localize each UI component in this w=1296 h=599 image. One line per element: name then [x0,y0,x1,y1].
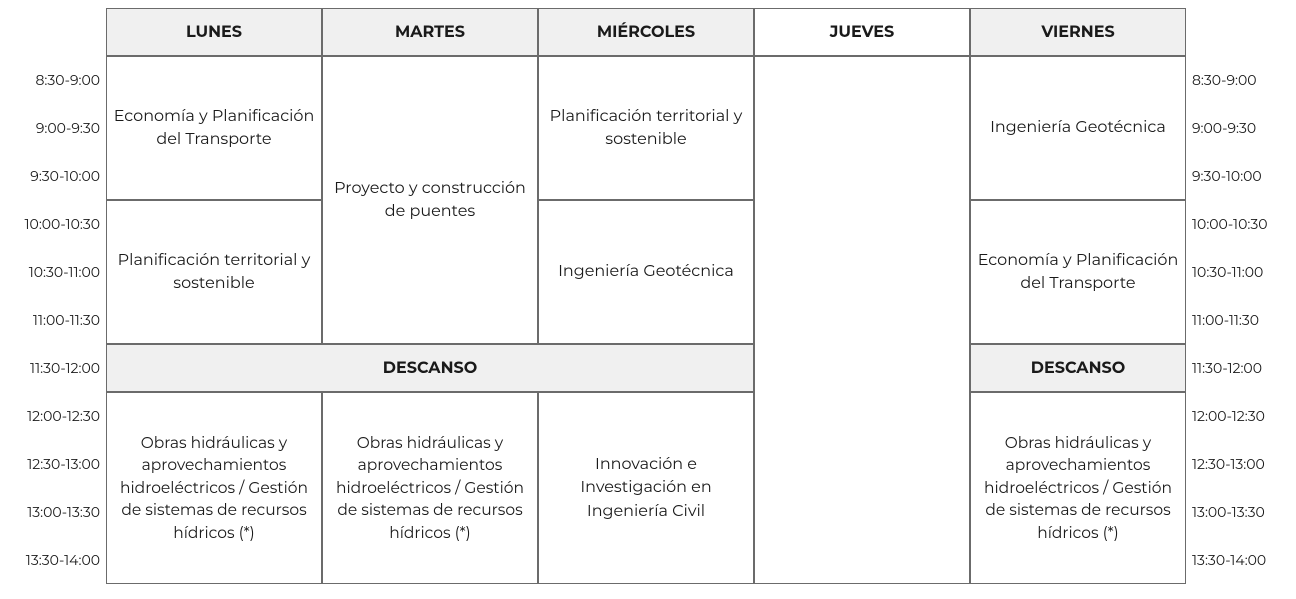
time-left-10: 13:30-14:00 [8,536,106,584]
time-left-6: 11:30-12:00 [8,344,106,392]
block-thu-empty [754,56,970,584]
time-left-3: 10:00-10:30 [8,200,106,248]
block-mon-econ: Economía y Planificación del Transporte [106,56,322,200]
time-right-4: 10:30-11:00 [1186,248,1284,296]
corner-top-left [8,8,106,56]
block-fri-hidro: Obras hidráulicas y aprovechamientos hid… [970,392,1186,584]
block-mon-plan: Planificación territorial y sostenible [106,200,322,344]
time-right-1: 9:00-9:30 [1186,104,1284,152]
timetable: LUNES MARTES MIÉRCOLES JUEVES VIERNES 8:… [8,8,1284,584]
time-left-7: 12:00-12:30 [8,392,106,440]
day-header-fri: VIERNES [970,8,1186,56]
time-right-9: 13:00-13:30 [1186,488,1284,536]
time-right-2: 9:30-10:00 [1186,152,1284,200]
time-right-8: 12:30-13:00 [1186,440,1284,488]
block-tue-puentes: Proyecto y construcción de puentes [322,56,538,344]
time-left-5: 11:00-11:30 [8,296,106,344]
time-left-9: 13:00-13:30 [8,488,106,536]
block-mon-hidro: Obras hidráulicas y aprovechamientos hid… [106,392,322,584]
time-right-10: 13:30-14:00 [1186,536,1284,584]
time-left-0: 8:30-9:00 [8,56,106,104]
block-wed-geotec: Ingeniería Geotécnica [538,200,754,344]
day-header-thu: JUEVES [754,8,970,56]
rest-fri: DESCANSO [970,344,1186,392]
day-header-tue: MARTES [322,8,538,56]
time-right-3: 10:00-10:30 [1186,200,1284,248]
time-right-6: 11:30-12:00 [1186,344,1284,392]
time-left-8: 12:30-13:00 [8,440,106,488]
block-fri-econ: Economía y Planificación del Transporte [970,200,1186,344]
time-left-1: 9:00-9:30 [8,104,106,152]
time-left-4: 10:30-11:00 [8,248,106,296]
day-header-mon: LUNES [106,8,322,56]
corner-top-right [1186,8,1284,56]
time-right-5: 11:00-11:30 [1186,296,1284,344]
block-wed-plan: Planificación territorial y sostenible [538,56,754,200]
day-header-wed: MIÉRCOLES [538,8,754,56]
block-tue-hidro: Obras hidráulicas y aprovechamientos hid… [322,392,538,584]
time-right-7: 12:00-12:30 [1186,392,1284,440]
time-left-2: 9:30-10:00 [8,152,106,200]
time-right-0: 8:30-9:00 [1186,56,1284,104]
block-wed-innov: Innovación e Investigación en Ingeniería… [538,392,754,584]
block-fri-geotec: Ingeniería Geotécnica [970,56,1186,200]
rest-mon-wed: DESCANSO [106,344,754,392]
